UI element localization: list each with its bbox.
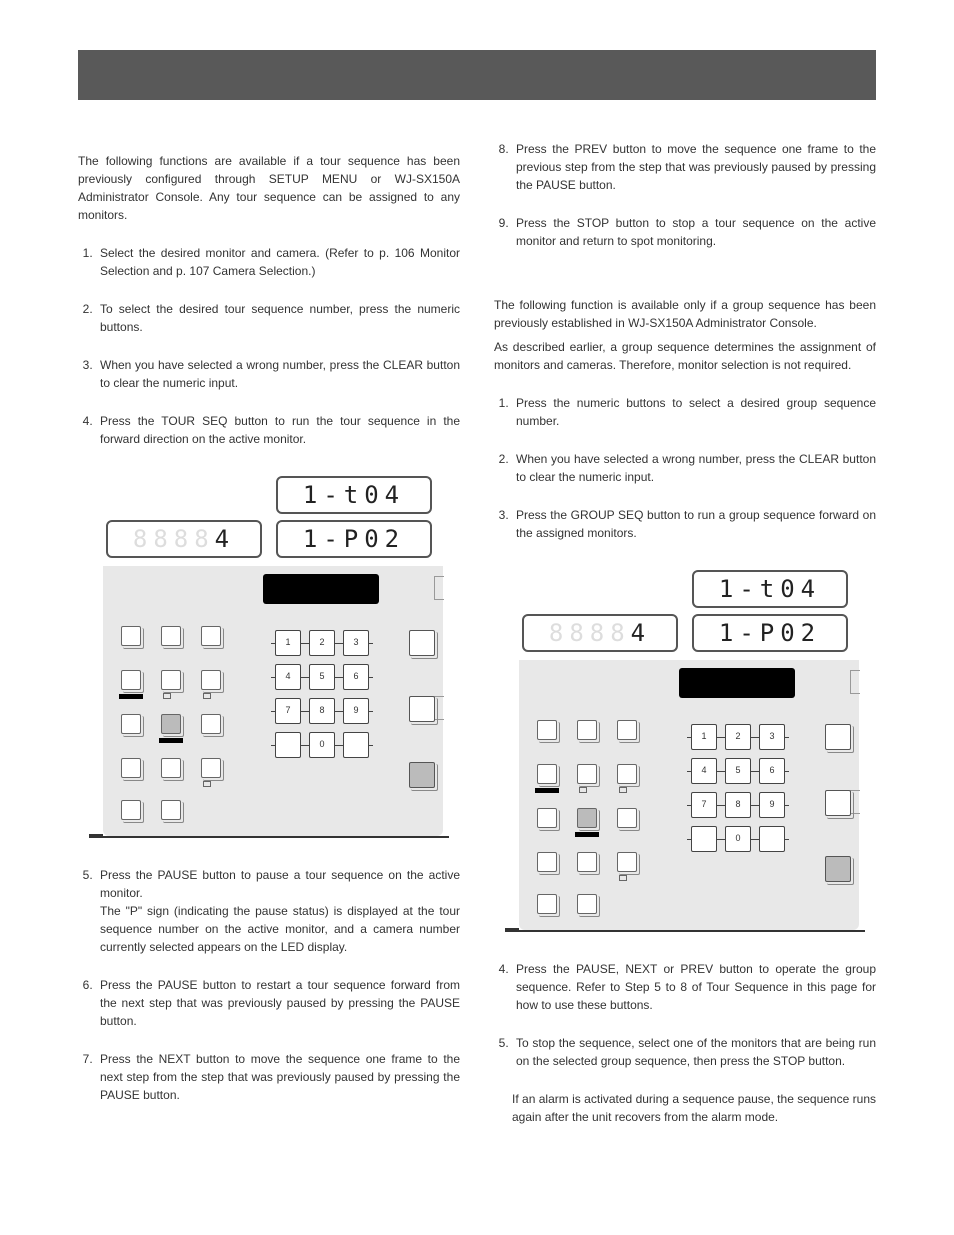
key-7[interactable]: 7 xyxy=(275,698,301,724)
side-button[interactable] xyxy=(825,856,851,882)
key-3[interactable]: 3 xyxy=(759,724,785,750)
key-blank-r[interactable] xyxy=(759,826,785,852)
panel-button[interactable] xyxy=(537,894,557,914)
panel-button[interactable] xyxy=(161,714,181,734)
panel-button[interactable] xyxy=(537,852,557,872)
key-2[interactable]: 2 xyxy=(309,630,335,656)
key-0[interactable]: 0 xyxy=(725,826,751,852)
key-blank-r[interactable] xyxy=(343,732,369,758)
step-4: Press the TOUR SEQ button to run the tou… xyxy=(96,412,460,448)
step-8: Press the PREV button to move the sequen… xyxy=(512,140,876,194)
tour-steps-cont: Press the PREV button to move the sequen… xyxy=(494,140,876,250)
panel-button[interactable] xyxy=(577,852,597,872)
key-8[interactable]: 8 xyxy=(309,698,335,724)
key-9[interactable]: 9 xyxy=(343,698,369,724)
key-3[interactable]: 3 xyxy=(343,630,369,656)
panel-button[interactable] xyxy=(121,626,141,646)
key-1[interactable]: 1 xyxy=(691,724,717,750)
panel-button[interactable] xyxy=(617,764,637,784)
side-button[interactable] xyxy=(409,762,435,788)
key-6[interactable]: 6 xyxy=(759,758,785,784)
panel-button[interactable] xyxy=(577,720,597,740)
alarm-note: If an alarm is activated during a sequen… xyxy=(494,1090,876,1126)
panel-button[interactable] xyxy=(121,714,141,734)
panel-button[interactable] xyxy=(617,720,637,740)
key-blank-l[interactable] xyxy=(275,732,301,758)
key-0[interactable]: 0 xyxy=(309,732,335,758)
panel-button[interactable] xyxy=(201,670,221,690)
group-steps-part2: Press the PAUSE, NEXT or PREV button to … xyxy=(494,960,876,1070)
step-1: Select the desired monitor and camera. (… xyxy=(96,244,460,280)
panel-button[interactable] xyxy=(617,852,637,872)
step-6: Press the PAUSE button to restart a tour… xyxy=(96,976,460,1030)
lcd-top: 1-t04 xyxy=(692,570,848,608)
panel-button[interactable] xyxy=(161,626,181,646)
key-5[interactable]: 5 xyxy=(725,758,751,784)
step-5-note: The "P" sign (indicating the pause statu… xyxy=(100,902,460,956)
key-5[interactable]: 5 xyxy=(309,664,335,690)
key-6[interactable]: 6 xyxy=(343,664,369,690)
panel-button[interactable] xyxy=(577,808,597,828)
panel-button[interactable] xyxy=(577,764,597,784)
side-button[interactable] xyxy=(825,790,851,816)
panel-button[interactable] xyxy=(201,714,221,734)
step-5: Press the PAUSE button to pause a tour s… xyxy=(96,866,460,956)
group-figure: 88884 1-t04 1-P02 xyxy=(494,570,876,932)
lcd-top: 1-t04 xyxy=(276,476,432,514)
key-1[interactable]: 1 xyxy=(275,630,301,656)
step-9: Press the STOP button to stop a tour seq… xyxy=(512,214,876,250)
panel-button[interactable] xyxy=(161,800,181,820)
key-2[interactable]: 2 xyxy=(725,724,751,750)
step-7: Press the NEXT button to move the sequen… xyxy=(96,1050,460,1104)
display-strip xyxy=(679,668,795,698)
gstep-3: Press the GROUP SEQ button to run a grou… xyxy=(512,506,876,542)
step-3: When you have selected a wrong number, p… xyxy=(96,356,460,392)
panel-button[interactable] xyxy=(537,808,557,828)
numeric-keypad: 1 2 3 4 5 6 7 8 9 0 xyxy=(691,724,785,852)
panel-button[interactable] xyxy=(201,758,221,778)
tour-steps-part2: Press the PAUSE button to pause a tour s… xyxy=(78,866,460,1104)
header-bar xyxy=(78,50,876,100)
gstep-1: Press the numeric buttons to select a de… xyxy=(512,394,876,430)
panel-button[interactable] xyxy=(161,670,181,690)
key-4[interactable]: 4 xyxy=(275,664,301,690)
panel-button[interactable] xyxy=(161,758,181,778)
lcd-bottom: 1-P02 xyxy=(276,520,432,558)
side-button[interactable] xyxy=(409,696,435,722)
gstep-4: Press the PAUSE, NEXT or PREV button to … xyxy=(512,960,876,1014)
key-7[interactable]: 7 xyxy=(691,792,717,818)
key-8[interactable]: 8 xyxy=(725,792,751,818)
group-intro-1: The following function is available only… xyxy=(494,296,876,332)
panel-button[interactable] xyxy=(201,626,221,646)
panel-button[interactable] xyxy=(121,758,141,778)
tour-figure: 88884 1-t04 1-P02 xyxy=(78,476,460,838)
tour-steps-part1: Select the desired monitor and camera. (… xyxy=(78,244,460,448)
control-panel: 1 2 3 4 5 6 7 8 9 0 xyxy=(89,566,449,838)
side-button[interactable] xyxy=(825,724,851,750)
step-2: To select the desired tour sequence numb… xyxy=(96,300,460,336)
tour-intro: The following functions are available if… xyxy=(78,152,460,224)
group-steps-part1: Press the numeric buttons to select a de… xyxy=(494,394,876,542)
panel-button[interactable] xyxy=(121,800,141,820)
lcd-bottom: 1-P02 xyxy=(692,614,848,652)
numeric-keypad: 1 2 3 4 5 6 7 8 9 0 xyxy=(275,630,369,758)
gstep-2: When you have selected a wrong number, p… xyxy=(512,450,876,486)
gstep-5: To stop the sequence, select one of the … xyxy=(512,1034,876,1070)
panel-button[interactable] xyxy=(617,808,637,828)
key-4[interactable]: 4 xyxy=(691,758,717,784)
left-column: The following functions are available if… xyxy=(78,140,460,1138)
panel-button[interactable] xyxy=(537,764,557,784)
lcd-left: 88884 xyxy=(522,614,678,652)
key-9[interactable]: 9 xyxy=(759,792,785,818)
display-strip xyxy=(263,574,379,604)
control-panel: 1 2 3 4 5 6 7 8 9 0 xyxy=(505,660,865,932)
key-blank-l[interactable] xyxy=(691,826,717,852)
group-intro-2: As described earlier, a group sequence d… xyxy=(494,338,876,374)
right-column: Press the PREV button to move the sequen… xyxy=(494,140,876,1138)
side-button[interactable] xyxy=(409,630,435,656)
panel-button[interactable] xyxy=(577,894,597,914)
lcd-left: 88884 xyxy=(106,520,262,558)
panel-button[interactable] xyxy=(537,720,557,740)
panel-button[interactable] xyxy=(121,670,141,690)
